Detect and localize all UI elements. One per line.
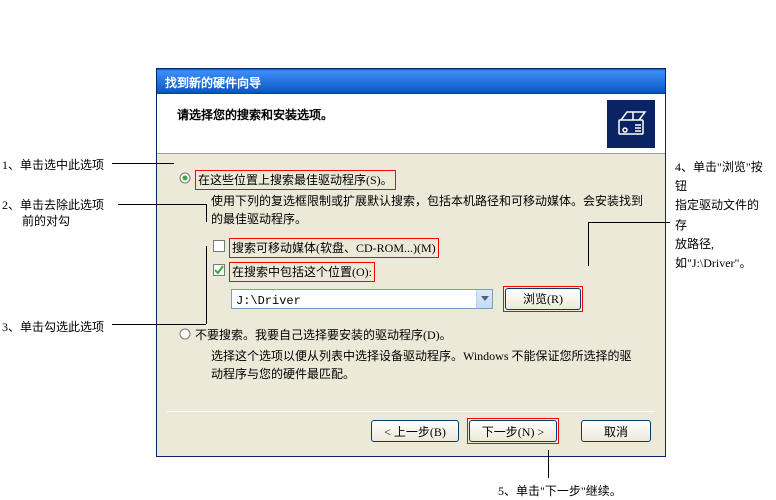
header-text: 请选择您的搜索和安装选项。 (177, 106, 333, 123)
annotation-4-l4: 如"J:\Driver"。 (675, 256, 751, 270)
annotation-1-line (112, 163, 174, 164)
annotation-1: 1、单击选中此选项 (2, 156, 104, 173)
annotation-4-l1: 4、单击"浏览"按钮 (675, 160, 763, 193)
option-search-locations-row: 在这些位置上搜索最佳驱动程序(S)。 (179, 170, 643, 190)
annotation-4-l3: 放路径, (675, 237, 714, 251)
radio-search-locations[interactable] (179, 170, 191, 189)
button-row: < 上一步(B) 下一步(N) > 取消 (371, 418, 651, 444)
check-removable-label[interactable]: 搜索可移动媒体(软盘、CD-ROM...)(M) (229, 238, 439, 258)
annotation-2-line1: 2、单击去除此选项 (2, 196, 104, 213)
annotation-4-h (588, 222, 670, 223)
annotation-2-line (118, 204, 206, 205)
browse-button-highlight: 浏览(R) (503, 286, 583, 312)
annotation-2-line-v (206, 204, 207, 222)
radio-no-search[interactable] (179, 326, 191, 345)
cancel-button[interactable]: 取消 (581, 420, 651, 442)
option-no-search-row: 不要搜索。我要自己选择要安装的驱动程序(D)。 (179, 326, 643, 345)
option-search-locations-desc: 使用下列的复选框限制或扩展默认搜索，包括本机路径和可移动媒体。会安装找到的最佳驱… (211, 192, 643, 228)
next-button-highlight: 下一步(N) > (467, 418, 559, 444)
dialog-content: 在这些位置上搜索最佳驱动程序(S)。 使用下列的复选框限制或扩展默认搜索，包括本… (157, 154, 665, 383)
annotation-4-v (588, 222, 589, 266)
path-value[interactable]: J:\Driver (232, 290, 476, 308)
annotation-4: 4、单击"浏览"按钮 指定驱动文件的存 放路径, 如"J:\Driver"。 (675, 158, 770, 273)
option-no-search-desc: 选择这个选项以便从列表中选择设备驱动程序。Windows 不能保证您所选择的驱动… (211, 347, 643, 383)
chevron-down-icon[interactable] (476, 290, 492, 308)
path-combobox[interactable]: J:\Driver (231, 289, 493, 309)
next-button[interactable]: 下一步(N) > (469, 420, 557, 442)
check-include-label[interactable]: 在搜索中包括这个位置(O): (229, 262, 375, 282)
wizard-dialog: 找到新的硬件向导 请选择您的搜索和安装选项。 在这些位置上搜索最佳驱动程序(S)… (156, 68, 666, 457)
dialog-header: 请选择您的搜索和安装选项。 (157, 94, 665, 154)
dialog-title: 找到新的硬件向导 (157, 69, 665, 94)
annotation-3-line (112, 324, 206, 325)
separator (167, 411, 655, 412)
annotation-5: 5、单击"下一步"继续。 (498, 482, 622, 499)
annotation-3: 3、单击勾选此选项 (2, 318, 104, 335)
check-removable-media[interactable] (213, 238, 225, 257)
check-include-row: 在搜索中包括这个位置(O): (213, 262, 643, 282)
option-search-locations-label[interactable]: 在这些位置上搜索最佳驱动程序(S)。 (195, 170, 396, 190)
path-row: J:\Driver 浏览(R) (231, 286, 643, 312)
back-button[interactable]: < 上一步(B) (371, 420, 459, 442)
annotation-3-line-v (206, 246, 207, 324)
browse-button[interactable]: 浏览(R) (505, 288, 581, 310)
wizard-icon (607, 100, 655, 148)
annotation-2-line2: 前的对勾 (22, 212, 70, 229)
check-removable-row: 搜索可移动媒体(软盘、CD-ROM...)(M) (213, 238, 643, 258)
annotation-5-line (548, 450, 549, 478)
option-no-search-label[interactable]: 不要搜索。我要自己选择要安装的驱动程序(D)。 (195, 326, 452, 344)
annotation-4-l2: 指定驱动文件的存 (675, 198, 759, 231)
check-include-location[interactable] (213, 262, 225, 281)
